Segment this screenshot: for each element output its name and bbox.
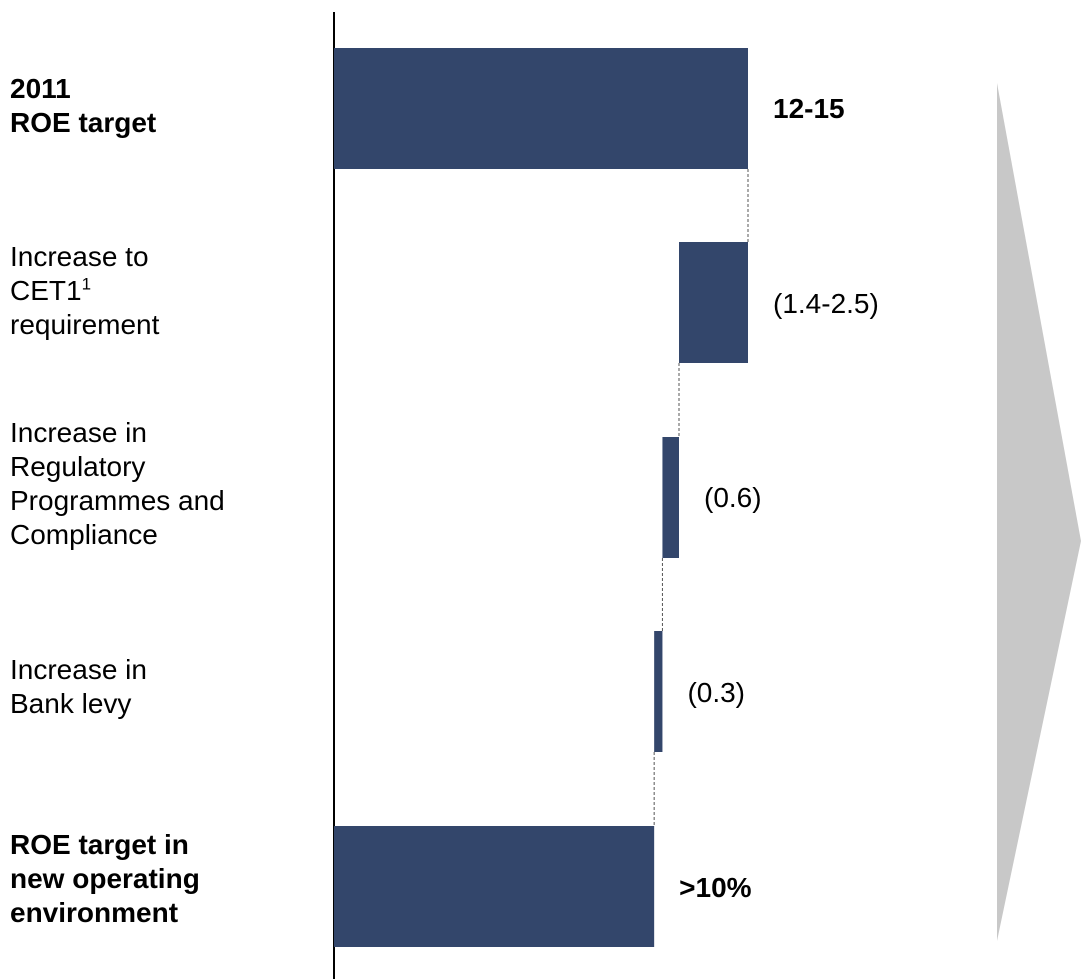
category-label-1: 2011 ROE target (10, 72, 156, 140)
category-label-line: Increase in (10, 654, 147, 685)
category-label-3: Increase in Regulatory Programmes and Compl… (10, 416, 225, 552)
category-label-line: new operating (10, 863, 200, 894)
category-label-line: ROE target in (10, 829, 189, 860)
footnote-marker: 1 (81, 274, 92, 294)
category-label-2: Increase to CET11 requirement (10, 240, 159, 342)
value-label-5: >10% (679, 872, 751, 903)
category-label-line: Increase in (10, 417, 147, 448)
bar-5 (334, 826, 655, 947)
category-label-line: Bank levy (10, 688, 132, 719)
category-label-4: Increase in Bank levy (10, 653, 147, 721)
value-label-3: (0.6) (704, 482, 762, 513)
category-label-line: ROE target (10, 107, 157, 138)
category-label-line: 2011 (10, 73, 71, 104)
value-label-4: (0.3) (687, 677, 745, 708)
category-label-line: Programmes and (10, 485, 225, 516)
category-label-line: Increase to (10, 241, 149, 272)
category-label-line: requirement (10, 309, 160, 340)
category-label-line: CET11 (10, 274, 92, 306)
category-label-line: environment (10, 897, 179, 928)
category-label-5: ROE target in new operating environment (10, 828, 200, 930)
category-label-line: Regulatory (10, 451, 146, 482)
value-label-1: 12-15 (773, 93, 845, 124)
bar-1 (334, 48, 748, 169)
bar-4 (654, 631, 663, 752)
bar-2 (679, 242, 748, 363)
bar-3 (662, 437, 679, 558)
value-label-2: (1.4-2.5) (773, 288, 879, 319)
category-label-line: Compliance (10, 519, 158, 550)
arrow-shape (997, 83, 1081, 941)
